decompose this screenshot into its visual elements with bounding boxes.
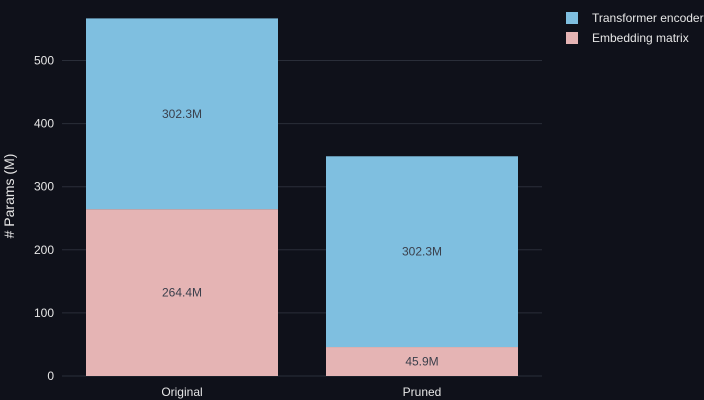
legend-swatch bbox=[566, 32, 578, 44]
y-axis-ticks: 0 100 200 300 400 500 bbox=[34, 53, 54, 383]
bar-data-label: 264.4M bbox=[162, 286, 202, 300]
y-axis-title: # Params (M) bbox=[1, 154, 17, 239]
y-tick-label: 300 bbox=[34, 180, 54, 194]
legend-label: Transformer encoder bbox=[592, 11, 704, 25]
bar-data-label: 45.9M bbox=[405, 355, 438, 369]
bar-segment bbox=[326, 156, 518, 348]
bars: 264.4M 302.3M 45.9M 302.3M bbox=[86, 18, 518, 376]
x-tick-label: Original bbox=[161, 385, 202, 399]
x-axis-ticks: Original Pruned bbox=[161, 385, 441, 399]
bar-segment bbox=[326, 347, 518, 376]
y-tick-label: 200 bbox=[34, 243, 54, 257]
bar-data-label: 302.3M bbox=[402, 245, 442, 259]
legend-swatch bbox=[566, 12, 578, 24]
legend-label: Embedding matrix bbox=[592, 31, 689, 45]
y-tick-label: 0 bbox=[47, 369, 54, 383]
y-tick-label: 400 bbox=[34, 117, 54, 131]
bar-segment bbox=[86, 209, 278, 376]
y-tick-label: 100 bbox=[34, 306, 54, 320]
y-tick-label: 500 bbox=[34, 53, 54, 67]
bar-data-label: 302.3M bbox=[162, 107, 202, 121]
legend: Transformer encoder Embedding matrix bbox=[566, 11, 704, 45]
x-tick-label: Pruned bbox=[403, 385, 442, 399]
bar-segment bbox=[86, 18, 278, 210]
